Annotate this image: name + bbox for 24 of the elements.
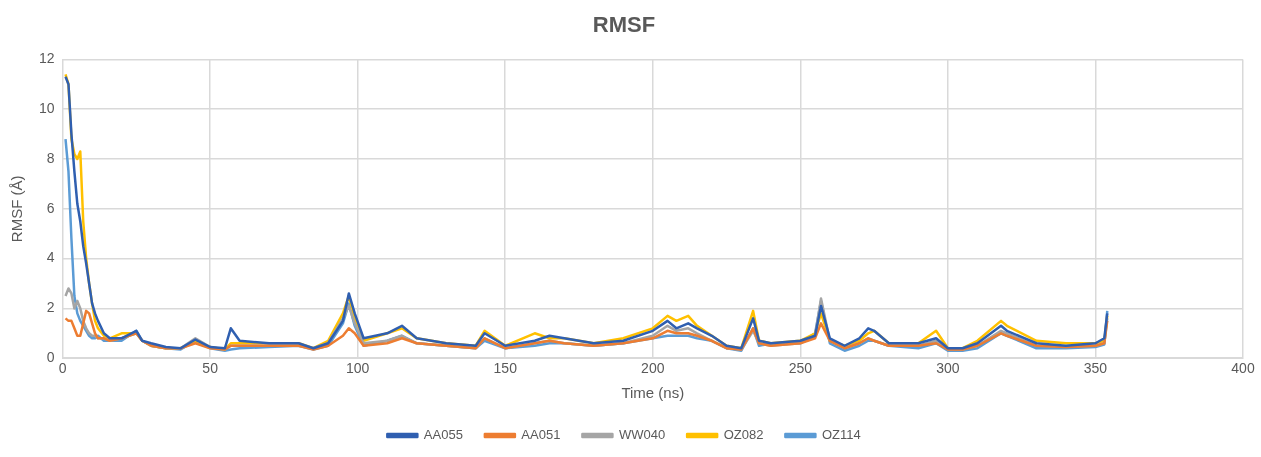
legend-label: AA055 xyxy=(423,427,463,443)
x-tick-label: 0 xyxy=(58,360,67,377)
y-tick-label: 12 xyxy=(38,50,55,67)
x-tick-label: 150 xyxy=(493,360,518,377)
chart-title: RMSF xyxy=(592,12,656,38)
legend-label: OZ114 xyxy=(821,427,861,443)
x-axis-title: Time (ns) xyxy=(621,384,685,402)
legend-label: AA051 xyxy=(521,427,561,443)
y-tick-label: 6 xyxy=(46,199,55,216)
y-tick-label: 0 xyxy=(46,349,55,366)
y-tick-label: 4 xyxy=(46,249,55,266)
y-tick-label: 10 xyxy=(38,100,55,117)
x-tick-label: 300 xyxy=(936,360,960,377)
x-tick-label: 100 xyxy=(346,360,370,377)
y-tick-label: 8 xyxy=(46,149,55,166)
x-tick-label: 200 xyxy=(641,360,665,377)
x-tick-label: 350 xyxy=(1083,360,1108,377)
x-tick-label: 400 xyxy=(1231,360,1255,377)
x-tick-label: 50 xyxy=(202,360,219,377)
legend-label: OZ082 xyxy=(723,427,764,443)
y-axis-title: RMSF (Å) xyxy=(8,175,26,243)
x-tick-label: 250 xyxy=(788,360,813,377)
legend-label: WW040 xyxy=(618,427,666,443)
y-tick-label: 2 xyxy=(46,299,55,316)
